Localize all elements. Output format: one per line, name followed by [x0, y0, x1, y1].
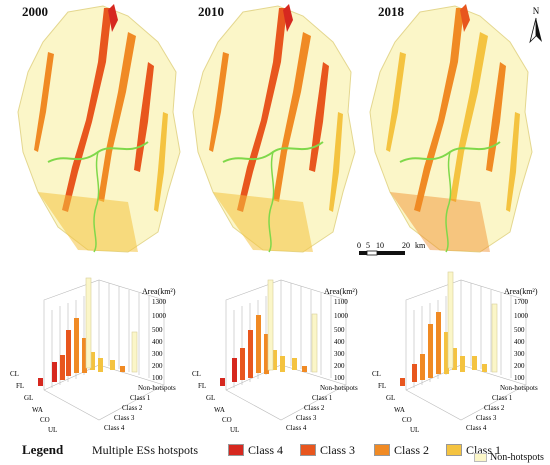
row-2000-ul: UL: [48, 426, 57, 434]
tick-2018-200: 200: [514, 362, 525, 370]
year-label-2010: 2010: [198, 4, 224, 19]
hotspot-map-2018: [369, 4, 533, 253]
legend-swatch-class1: [446, 444, 462, 456]
area-label-2018: Area(km²): [504, 287, 538, 296]
tick-2018-400: 400: [514, 338, 525, 346]
map-body: [192, 4, 356, 253]
col-2018-class2: Class 2: [484, 404, 505, 412]
area-chart-2000: Area(km²) 1300 1000 500 400 300 200 100 …: [10, 277, 176, 434]
tick-2000-200: 200: [152, 362, 163, 370]
area-label-2010: Area(km²): [324, 287, 358, 296]
bars: [400, 271, 498, 386]
row-2018-gl: GL: [386, 394, 395, 402]
scale-tick-10: 10: [376, 241, 384, 250]
area-chart-2018: Area(km²) 1700 1000 500 400 300 200 100 …: [372, 271, 538, 434]
row-2010-cl: CL: [192, 370, 201, 378]
legend-subtitle: Multiple ESs hotspots: [92, 443, 199, 457]
area-label-2000: Area(km²): [142, 287, 176, 296]
tick-2010-top: 1100: [334, 298, 348, 306]
col-2018-class3: Class 3: [476, 414, 497, 422]
row-2018-wa: WA: [394, 406, 405, 414]
legend-item-nonhot: Non-hotspots: [490, 452, 544, 463]
scale-unit: km: [415, 241, 426, 250]
col-2010-class4: Class 4: [286, 424, 307, 432]
row-2000-gl: GL: [24, 394, 33, 402]
col-2000-class3: Class 3: [114, 414, 135, 422]
col-2010-class1: Class 1: [312, 394, 333, 402]
col-2010-nonhot: Non-hotspots: [320, 384, 358, 392]
legend-item-class3: Class 3: [320, 443, 356, 457]
col-2018-nonhot: Non-hotspots: [500, 384, 538, 392]
row-2000-fl: FL: [16, 382, 24, 390]
tick-2018-1000: 1000: [514, 312, 529, 320]
tick-2010-200: 200: [334, 362, 345, 370]
tick-2000-400: 400: [152, 338, 163, 346]
tick-2010-500: 500: [334, 326, 345, 334]
map-body: [17, 4, 181, 253]
tick-2018-500: 500: [514, 326, 525, 334]
hotspot-map-2000: [17, 4, 181, 253]
row-2018-co: CO: [402, 416, 412, 424]
year-label-2018: 2018: [378, 4, 404, 19]
legend-swatch-class3: [300, 444, 316, 456]
north-label: N: [533, 6, 540, 16]
tick-2000-500: 500: [152, 326, 163, 334]
tick-2000-300: 300: [152, 350, 163, 358]
legend-title: Legend: [22, 442, 64, 457]
row-2000-cl: CL: [10, 370, 19, 378]
row-2010-co: CO: [222, 416, 232, 424]
tick-2010-1000: 1000: [334, 312, 349, 320]
tick-2018-300: 300: [514, 350, 525, 358]
tick-2000-1000: 1000: [152, 312, 167, 320]
tick-2000-top: 1300: [152, 298, 167, 306]
tick-2010-400: 400: [334, 338, 345, 346]
bars: [38, 277, 138, 386]
row-2018-ul: UL: [410, 426, 419, 434]
hotspot-map-2010: [192, 4, 356, 253]
row-2010-ul: UL: [230, 426, 239, 434]
tick-2010-100: 100: [334, 374, 345, 382]
bars: [220, 279, 318, 386]
legend-swatch-class4: [228, 444, 244, 456]
col-2010-class3: Class 3: [296, 414, 317, 422]
area-chart-2010: Area(km²) 1100 1000 500 400 300 200 100 …: [192, 279, 358, 434]
legend-swatch-nonhot: [474, 453, 487, 462]
col-2000-class4: Class 4: [104, 424, 125, 432]
row-2018-cl: CL: [372, 370, 381, 378]
col-2018-class1: Class 1: [492, 394, 513, 402]
tick-2010-300: 300: [334, 350, 345, 358]
row-2010-fl: FL: [198, 382, 206, 390]
scale-tick-5: 5: [366, 241, 370, 250]
north-arrow-icon: N: [529, 6, 542, 44]
scale-tick-0: 0: [357, 241, 361, 250]
legend: Legend Multiple ESs hotspots Class 4 Cla…: [0, 438, 550, 464]
row-2010-gl: GL: [206, 394, 215, 402]
chart-frame: [43, 279, 165, 421]
legend-item-class2: Class 2: [394, 443, 430, 457]
scale-bar: 0 5 10 20 km: [357, 241, 426, 256]
tick-2000-100: 100: [152, 374, 163, 382]
legend-swatch-class2: [374, 444, 390, 456]
col-2000-class2: Class 2: [122, 404, 143, 412]
col-2000-class1: Class 1: [130, 394, 151, 402]
row-2000-co: CO: [40, 416, 50, 424]
map-body: [369, 4, 533, 253]
tick-2018-100: 100: [514, 374, 525, 382]
row-2018-fl: FL: [378, 382, 386, 390]
scale-tick-20: 20: [402, 241, 410, 250]
col-2018-class4: Class 4: [466, 424, 487, 432]
year-label-2000: 2000: [22, 4, 48, 19]
col-2000-nonhot: Non-hotspots: [138, 384, 176, 392]
tick-2018-top: 1700: [514, 298, 529, 306]
legend-item-class4: Class 4: [248, 443, 284, 457]
row-2000-wa: WA: [32, 406, 43, 414]
col-2010-class2: Class 2: [304, 404, 325, 412]
row-2010-wa: WA: [214, 406, 225, 414]
